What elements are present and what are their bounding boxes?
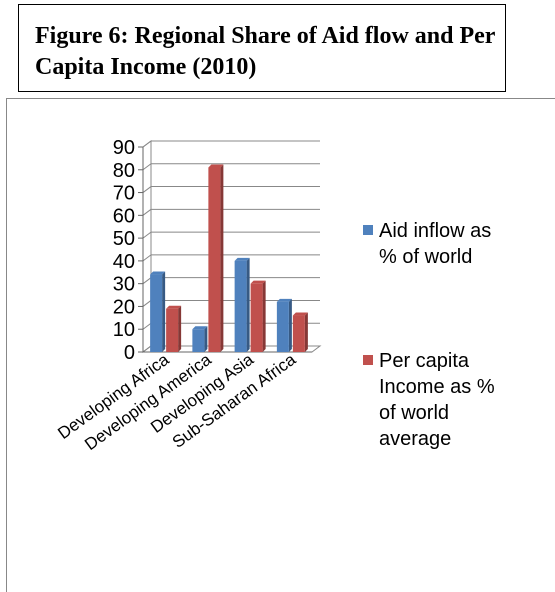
y-tick-label: 90	[113, 137, 135, 159]
legend-label: of world	[379, 402, 449, 424]
gridline-side	[142, 163, 152, 171]
bar-side	[246, 257, 250, 352]
bar-top	[150, 271, 166, 275]
gridline-side	[142, 345, 152, 353]
y-tick-label: 30	[113, 274, 135, 296]
bar-top	[192, 326, 208, 330]
gridline-side	[142, 208, 152, 216]
bar-top	[276, 298, 292, 302]
y-tick-label: 80	[113, 160, 135, 182]
bar-side	[288, 298, 292, 352]
bar-side	[304, 312, 308, 352]
gridline-side	[142, 322, 152, 330]
gridline-side	[142, 140, 152, 148]
legend-swatch	[363, 225, 373, 235]
y-tick-label: 20	[113, 296, 135, 318]
legend-label: Per capita	[379, 350, 470, 372]
chart-frame	[6, 98, 555, 592]
bar-top	[250, 280, 266, 284]
bar-side	[178, 305, 182, 352]
bar	[276, 301, 289, 352]
bar-top	[292, 312, 308, 316]
bar-top	[208, 164, 224, 168]
bar-top	[166, 305, 182, 309]
bar	[234, 260, 247, 352]
y-tick-label: 60	[113, 205, 135, 227]
legend-label: average	[379, 428, 451, 450]
bar	[192, 329, 205, 352]
figure-title: Figure 6: Regional Share of Aid flow and…	[35, 23, 496, 80]
y-tick-label: 50	[113, 228, 135, 250]
bar	[150, 274, 163, 352]
legend-label: Aid inflow as	[379, 220, 491, 242]
bar-side	[262, 280, 266, 352]
gridline-side	[142, 254, 152, 262]
bar-side	[204, 326, 208, 352]
bar-top	[234, 257, 250, 261]
bar	[208, 167, 221, 352]
gridline-side	[142, 231, 152, 239]
figure-title-box: Figure 6: Regional Share of Aid flow and…	[18, 4, 506, 92]
gridline-side	[142, 300, 152, 307]
legend-swatch	[363, 355, 373, 365]
gridline-side	[142, 186, 152, 193]
bar-side	[220, 164, 224, 352]
side-wall	[142, 140, 152, 353]
y-tick-label: 70	[113, 183, 135, 205]
y-tick-label: 0	[124, 342, 135, 364]
gridline-side	[142, 277, 152, 285]
legend-label: Income as %	[379, 376, 495, 398]
bar	[250, 283, 263, 352]
legend-label: % of world	[379, 246, 472, 268]
bar-side	[162, 271, 166, 352]
y-tick-label: 40	[113, 251, 135, 273]
bar	[292, 315, 305, 352]
y-tick-label: 10	[113, 319, 135, 341]
bar	[166, 308, 179, 352]
